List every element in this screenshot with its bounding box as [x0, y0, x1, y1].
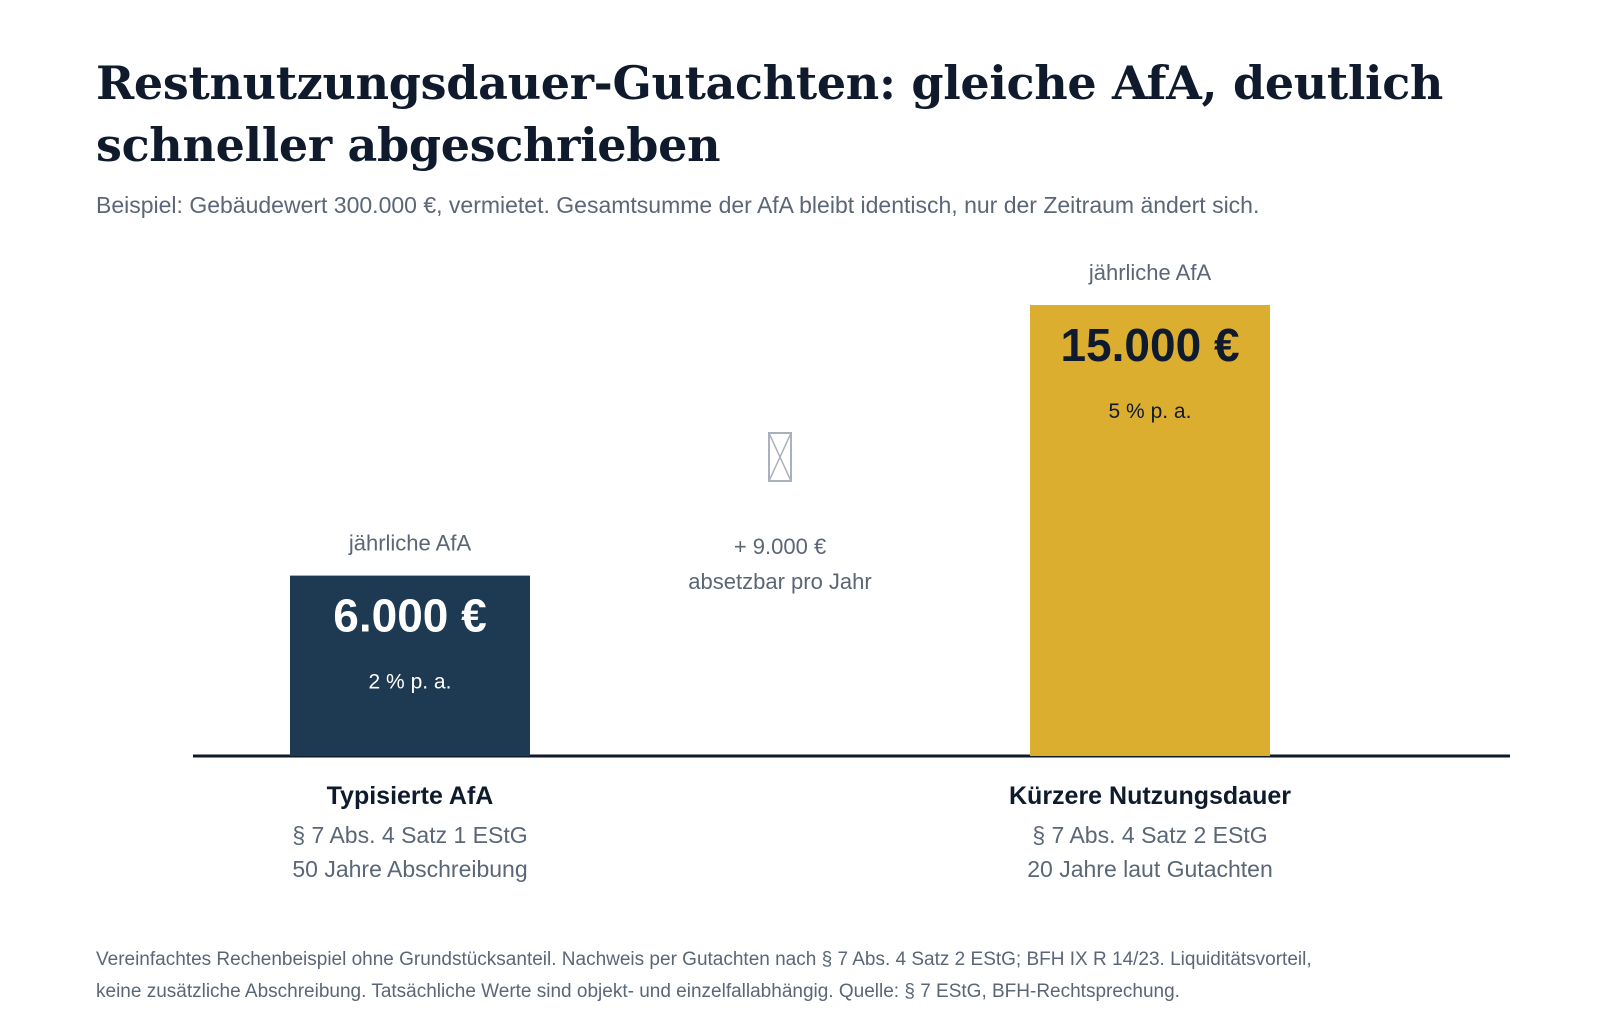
bar-value-label-typical: 6.000 €: [333, 590, 486, 642]
category-law-short: § 7 Abs. 4 Satz 2 EStG: [1032, 822, 1267, 848]
bar-value-label-short: 15.000 €: [1060, 319, 1239, 371]
category-label-short: Kürzere Nutzungsdauer: [1009, 782, 1291, 810]
category-label-typical: Typisierte AfA: [327, 782, 494, 810]
missing-glyph-icon-stroke-b: [768, 432, 792, 482]
footnote-line-1: Vereinfachtes Rechenbeispiel ohne Grunds…: [96, 949, 1312, 970]
bar-above-label-short: jährliche AfA: [1088, 260, 1212, 285]
difference-caption: absetzbar pro Jahr: [688, 569, 871, 594]
bar-above-label-typical: jährliche AfA: [348, 531, 472, 556]
chart-subtitle: Beispiel: Gebäudewert 300.000 €, vermiet…: [96, 192, 1260, 218]
bar-rate-label-typical: 2 % p. a.: [369, 671, 452, 694]
category-duration-typical: 50 Jahre Abschreibung: [292, 856, 527, 882]
bar-typical: [290, 575, 530, 756]
footnote: Vereinfachtes Rechenbeispiel ohne Grunds…: [96, 944, 1516, 1008]
footnote-line-2: keine zusätzliche Abschreibung. Tatsächl…: [96, 981, 1180, 1002]
missing-glyph-icon: [768, 432, 792, 482]
chart-title-line-1: Restnutzungsdauer-Gutachten: gleiche AfA…: [96, 56, 1444, 110]
category-duration-short: 20 Jahre laut Gutachten: [1027, 856, 1273, 882]
category-law-typical: § 7 Abs. 4 Satz 1 EStG: [292, 822, 527, 848]
difference-amount: + 9.000 €: [734, 534, 826, 559]
bar-short: [1030, 305, 1270, 756]
chart-title-line-2: schneller abgeschrieben: [96, 118, 721, 172]
bar-rate-label-short: 5 % p. a.: [1109, 400, 1192, 423]
chart-title: Restnutzungsdauer-Gutachten: gleiche AfA…: [96, 52, 1456, 176]
